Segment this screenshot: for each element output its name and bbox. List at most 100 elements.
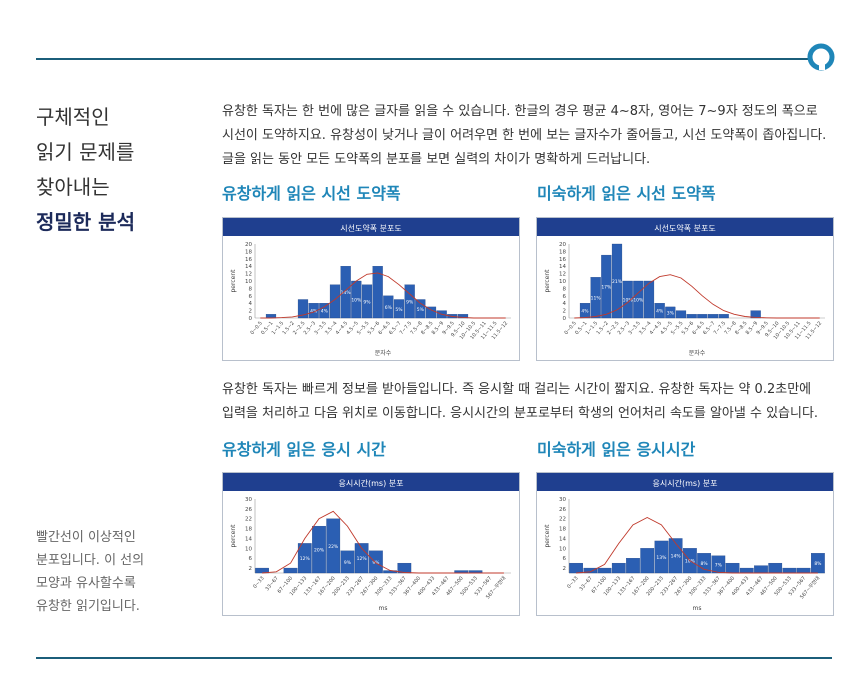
chart-bar xyxy=(711,555,726,574)
y-tick-label: 0 xyxy=(249,316,253,322)
intro-paragraph: 유창한 독자는 한 번에 많은 글자를 읽을 수 있습니다. 한글의 경우 평균… xyxy=(222,100,826,172)
chart-bar xyxy=(397,562,412,574)
chart-bar xyxy=(686,314,697,319)
y-tick-label: 2 xyxy=(563,566,567,572)
y-axis-label: percent xyxy=(544,269,551,293)
x-tick-label: 0~33 xyxy=(252,575,265,589)
ideal-curve xyxy=(260,272,506,319)
chart-bar xyxy=(340,550,355,574)
y-tick-label: 26 xyxy=(245,507,252,513)
y-tick-label: 22 xyxy=(559,517,566,523)
sidebar-note-line: 빨간선이 이상적인 xyxy=(36,530,136,545)
y-tick-label: 16 xyxy=(559,257,566,263)
data-label: 8% xyxy=(701,561,709,567)
sidebar-note-line: 분포입니다. 이 선의 xyxy=(36,553,145,568)
data-label: 6% xyxy=(385,305,393,311)
chart-bar xyxy=(383,295,394,319)
x-axis-label: ms xyxy=(379,605,388,612)
chart-title: 응시시간(ms) 분포 xyxy=(653,478,718,488)
data-label: 9% xyxy=(363,299,371,305)
chart-svg: 응시시간(ms) 분포26101418222630percent12%20%22… xyxy=(223,473,519,612)
data-label: 9% xyxy=(406,299,414,305)
chart-bar xyxy=(308,303,319,319)
y-tick-label: 10 xyxy=(559,279,566,285)
sidebar-title-line: 구체적인 xyxy=(36,105,110,129)
section-title-poor-fixation: 미숙하게 읽은 응시시간 xyxy=(537,440,696,459)
y-tick-label: 4 xyxy=(249,301,253,307)
data-label: 4% xyxy=(656,309,664,315)
chart-header xyxy=(537,473,833,491)
data-label: 12% xyxy=(357,556,368,562)
data-label: 10% xyxy=(351,298,362,304)
data-label: 22% xyxy=(328,544,339,550)
chart-bar xyxy=(707,314,719,319)
section-title-fluent-saccade: 유창하게 읽은 시선 도약폭 xyxy=(222,184,401,203)
y-tick-label: 16 xyxy=(245,257,252,263)
data-label: 4% xyxy=(581,309,589,315)
chart-bar xyxy=(590,277,601,319)
chart-poor-saccade: 시선도약폭 분포도 0 2 4 6 8 10 12 14 16 18 20 percent 4% 11% 17… xyxy=(536,217,834,361)
y-tick-label: 6 xyxy=(563,556,567,562)
chart-title: 시선도약폭 분포도 xyxy=(654,223,715,233)
chart-header xyxy=(223,218,519,236)
y-tick-label: 12 xyxy=(559,272,566,278)
y-tick-label: 30 xyxy=(245,497,252,503)
y-tick-label: 14 xyxy=(245,536,252,542)
y-tick-label: 14 xyxy=(559,536,566,542)
chart-bar xyxy=(569,562,583,574)
y-tick-label: 8 xyxy=(563,286,567,292)
y-tick-label: 2 xyxy=(249,309,253,315)
top-divider xyxy=(36,58,808,60)
y-tick-label: 2 xyxy=(249,566,253,572)
intro-line: 유창한 독자는 한 번에 많은 글자를 읽을 수 있습니다. 한글의 경우 평균… xyxy=(222,104,818,119)
y-tick-label: 18 xyxy=(245,527,252,533)
section-title-fluent-fixation: 유창하게 읽은 응시 시간 xyxy=(222,440,386,459)
intro-line: 글을 읽는 동안 모든 도약폭의 분포를 보면 실력의 차이가 명확하게 드러납… xyxy=(222,152,651,167)
chart-bar xyxy=(404,284,415,319)
chart-bar xyxy=(782,567,797,574)
y-tick-label: 20 xyxy=(245,242,252,248)
x-axis-label: 문자수 xyxy=(689,349,706,357)
chart-bar xyxy=(283,567,298,574)
y-tick-label: 2 xyxy=(563,309,567,315)
data-label: 10% xyxy=(685,559,696,565)
data-label: 14% xyxy=(671,554,682,560)
chart-bar xyxy=(654,303,665,319)
y-axis-label: percent xyxy=(230,524,237,548)
chart-header xyxy=(223,473,519,491)
y-tick-label: 22 xyxy=(245,517,252,523)
section-title-poor-saccade: 미숙하게 읽은 시선 도약폭 xyxy=(537,184,716,203)
y-tick-label: 8 xyxy=(249,286,253,292)
y-tick-label: 6 xyxy=(563,294,567,300)
y-tick-label: 18 xyxy=(559,249,566,255)
data-label: 9% xyxy=(344,560,352,566)
chart-bar xyxy=(326,518,341,574)
chart-bar xyxy=(297,543,312,574)
chart-poor-fixation: 응시시간(ms) 분포 2 6 10 14 18 22 26 30 percent 13% 14% 10… xyxy=(536,472,834,616)
y-tick-label: 10 xyxy=(245,546,252,552)
ideal-curve xyxy=(262,510,504,574)
chart-bar xyxy=(750,310,761,319)
chart-bar xyxy=(626,558,640,574)
chart-bar xyxy=(725,562,740,574)
y-tick-label: 18 xyxy=(245,249,252,255)
y-tick-label: 12 xyxy=(245,272,252,278)
middle-line: 입력을 처리하고 다음 위치로 이동합니다. 응시시간의 분포로부터 학생의 언… xyxy=(222,406,819,421)
x-axis-label: 문자수 xyxy=(375,349,392,357)
chart-bar xyxy=(457,314,469,319)
y-tick-label: 14 xyxy=(245,264,252,270)
chart-bar xyxy=(369,550,383,574)
bottom-divider xyxy=(36,657,832,659)
chart-bar xyxy=(675,310,687,319)
chart-header xyxy=(537,218,833,236)
y-axis-label: percent xyxy=(230,269,237,293)
ideal-curve xyxy=(576,516,818,574)
chart-bar xyxy=(415,299,426,319)
data-label: 20% xyxy=(314,548,325,554)
chart-bar xyxy=(319,303,330,319)
chart-bar xyxy=(718,314,729,319)
intro-line: 시선이 도약하지요. 유창성이 낮거나 글이 어려우면 한 번에 보는 글자수가… xyxy=(222,128,827,143)
y-tick-label: 14 xyxy=(559,264,566,270)
